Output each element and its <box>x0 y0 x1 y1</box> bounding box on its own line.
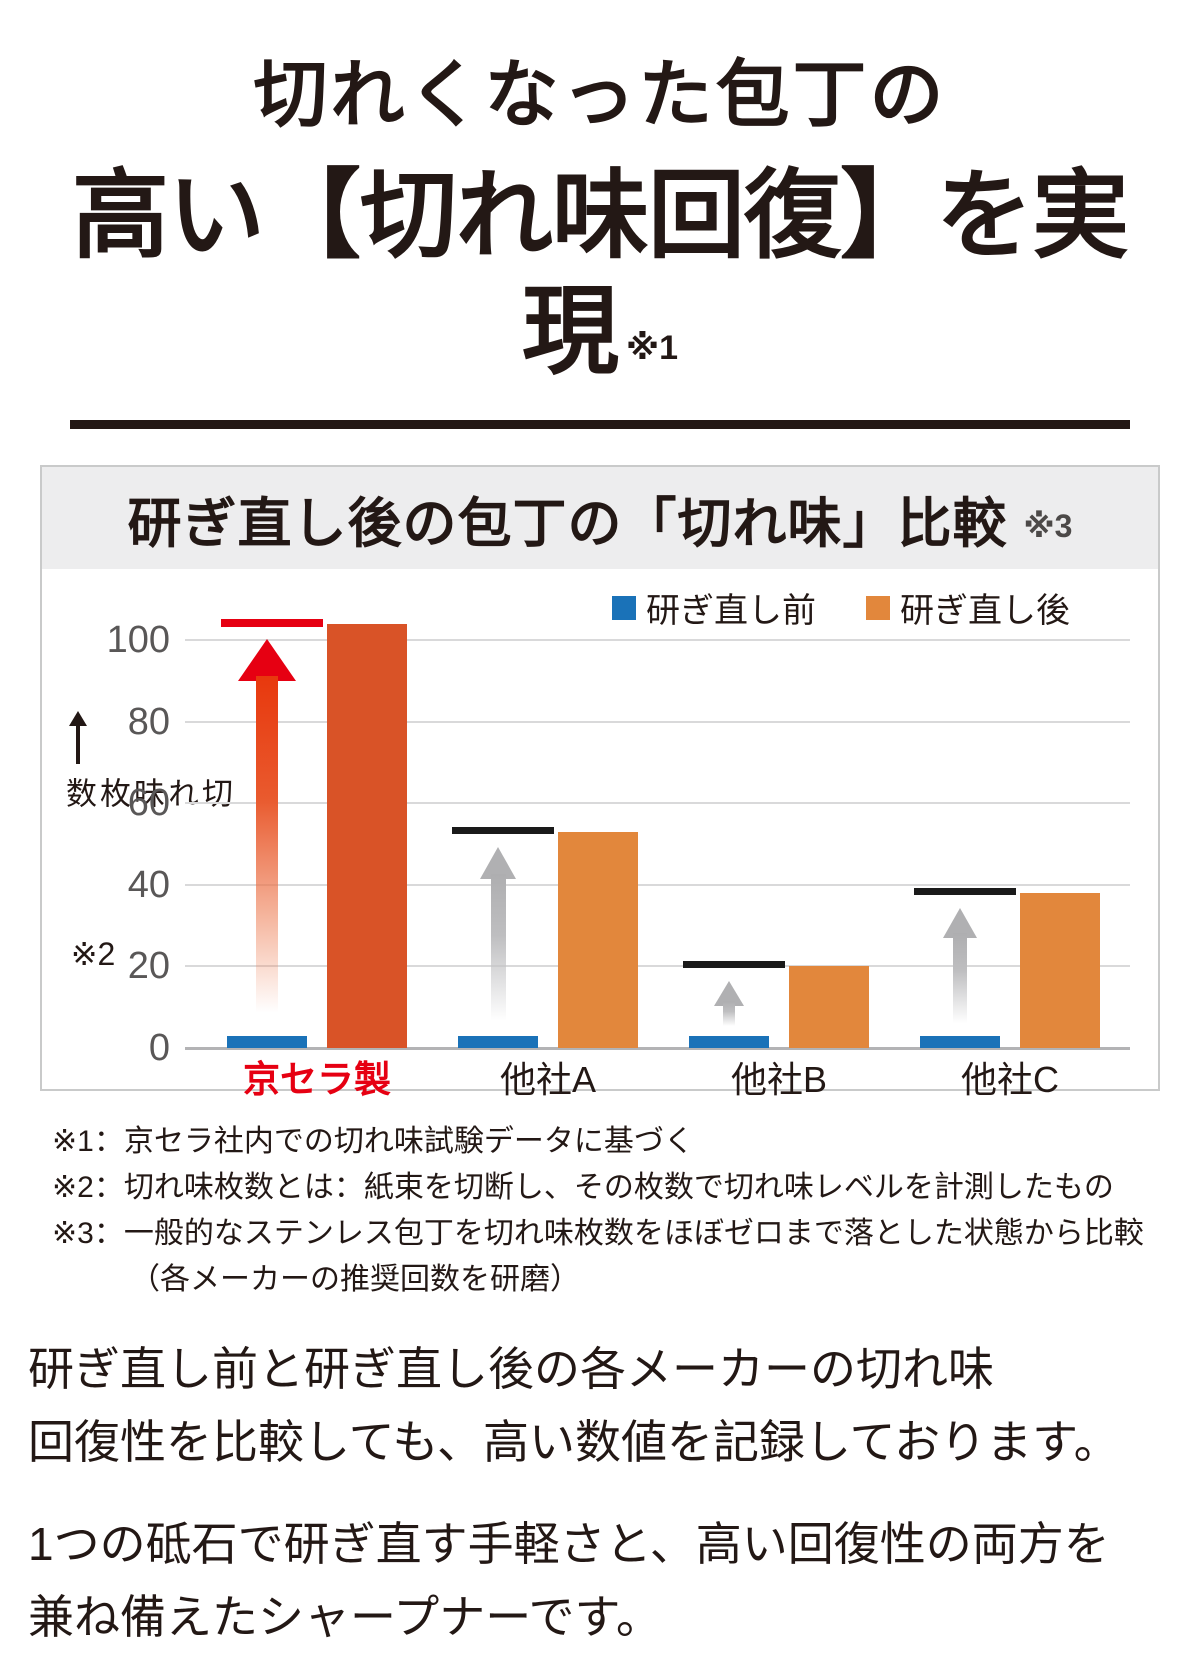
title-underline: 高い【切れ味回復】を実現 ※1 <box>70 158 1130 430</box>
title-note: ※1 <box>626 329 678 368</box>
bar-before-0 <box>227 1036 307 1049</box>
legend-label-before: 研ぎ直し前 <box>646 592 816 631</box>
improvement-arrow-1 <box>480 844 516 1028</box>
y-axis-note: ※2 <box>70 936 116 973</box>
title-line1: 切れくなった包丁の <box>253 53 947 136</box>
legend-swatch-before <box>612 595 636 620</box>
gridline-20 <box>185 965 1130 968</box>
target-line-2 <box>683 961 785 969</box>
bar-before-3 <box>920 1036 1000 1049</box>
up-arrow-head <box>69 711 87 727</box>
legend-label-after: 研ぎ直し後 <box>900 592 1070 631</box>
arrow-head-1 <box>480 844 516 880</box>
category-label-1: 他社A <box>499 1059 596 1101</box>
chart-title-note: ※3 <box>1023 508 1073 545</box>
category-label-3: 他社C <box>961 1059 1059 1101</box>
y-tick-60: 60 <box>127 782 170 825</box>
up-arrow-icon <box>69 711 87 765</box>
footnote-3: ※3：一般的なステンレス包丁を切れ味枚数をほぼゼロまで落とした状態から比較 <box>52 1217 1144 1251</box>
footnote-3-continued: （各メーカーの推奨回数を研磨） <box>130 1263 580 1297</box>
chart-title-bar: 研ぎ直し後の包丁の「切れ味」比較 ※3 <box>42 467 1158 570</box>
x-axis-line <box>185 1047 1130 1051</box>
chart-legend: 研ぎ直し前 研ぎ直し後 <box>612 583 1070 632</box>
footnote-1: ※1：京セラ社内での切れ味試験データに基づく <box>52 1125 694 1159</box>
bar-after-2 <box>789 966 869 1049</box>
footnotes: ※1：京セラ社内での切れ味試験データに基づく ※2：切れ味枚数とは：紙束を切断し… <box>52 1119 1160 1303</box>
improvement-arrow-2 <box>714 978 744 1028</box>
title-line2: 高い【切れ味回復】を実現 <box>72 160 1129 387</box>
bar-before-2 <box>689 1036 769 1049</box>
target-line-3 <box>914 888 1016 896</box>
y-axis-title: 切れ味枚数 <box>61 777 232 813</box>
category-label-2: 他社B <box>730 1059 827 1101</box>
gridline-40 <box>185 884 1130 887</box>
arrow-shaft-3 <box>953 933 967 1028</box>
y-tick-100: 100 <box>106 619 170 662</box>
chart-title: 研ぎ直し後の包丁の「切れ味」比較 <box>127 493 1008 554</box>
gridline-60 <box>185 802 1130 805</box>
body-text: 研ぎ直し前と研ぎ直し後の各メーカーの切れ味 回復性を比較しても、高い数値を記録し… <box>28 1333 1172 1654</box>
target-line-0 <box>221 619 323 628</box>
bar-after-3 <box>1020 893 1100 1049</box>
legend-swatch-after <box>866 595 890 620</box>
improvement-arrow-3 <box>943 905 977 1028</box>
footnote-2: ※2：切れ味枚数とは：紙束を切断し、その枚数で切れ味レベルを計測したもの <box>52 1171 1114 1205</box>
arrow-shaft-0 <box>256 676 278 1028</box>
arrow-shaft-2 <box>723 1001 735 1028</box>
paragraph-2: 1つの砥石で研ぎ直す手軽さと、高い回復性の両方を 兼ね備えたシャープナーです。 <box>28 1518 1110 1644</box>
bar-after-0 <box>327 624 407 1049</box>
target-line-1 <box>452 827 554 835</box>
category-label-0: 京セラ製 <box>243 1059 391 1101</box>
paragraph-1: 研ぎ直し前と研ぎ直し後の各メーカーの切れ味 回復性を比較しても、高い数値を記録し… <box>28 1343 1120 1468</box>
gridline-80 <box>185 721 1130 724</box>
y-tick-20: 20 <box>127 945 170 988</box>
bar-after-1 <box>558 832 638 1049</box>
page-title: 切れくなった包丁の 高い【切れ味回復】を実現 ※1 <box>0 0 1200 430</box>
legend-item-before: 研ぎ直し前 <box>612 583 816 632</box>
improvement-arrow-0 <box>238 636 296 1028</box>
y-tick-0: 0 <box>148 1027 170 1070</box>
y-tick-40: 40 <box>127 864 170 907</box>
legend-item-after: 研ぎ直し後 <box>866 583 1070 632</box>
y-tick-80: 80 <box>127 701 170 744</box>
arrow-shaft-1 <box>491 874 506 1028</box>
gridline-100 <box>185 639 1130 642</box>
arrow-head-0 <box>238 636 296 682</box>
bar-before-1 <box>458 1036 538 1049</box>
up-arrow-shaft <box>76 726 80 765</box>
bar-chart: 研ぎ直し前 研ぎ直し後 切れ味枚数 ※2 0 20 40 60 80 100 京セラ製 他社A… <box>42 569 1158 1100</box>
chart-panel: 研ぎ直し後の包丁の「切れ味」比較 ※3 研ぎ直し前 研ぎ直し後 切れ味枚数 ※2… <box>40 465 1160 1100</box>
